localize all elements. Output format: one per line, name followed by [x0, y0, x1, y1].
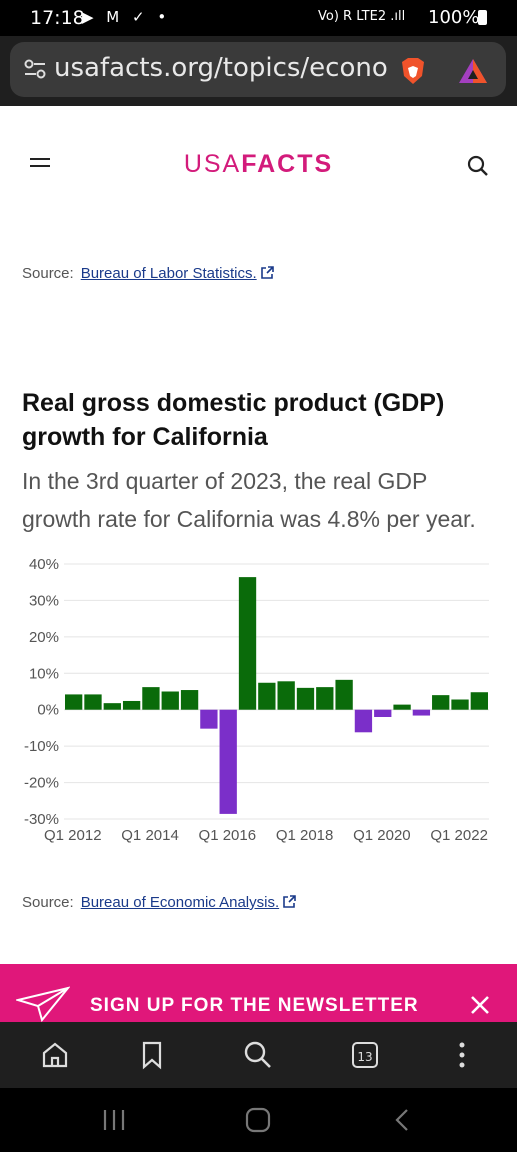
- site-header: USAFACTS: [0, 106, 517, 226]
- source-label: Source:: [22, 265, 74, 282]
- bar[interactable]: [354, 709, 373, 733]
- chart-title: Real gross domestic product (GDP) growth…: [22, 389, 445, 451]
- back-icon[interactable]: [388, 1106, 418, 1134]
- signal-icons: Vo) R LTE2 .ıll: [318, 9, 406, 24]
- y-tick-label: 10%: [29, 665, 59, 682]
- x-tick-label: Q1 2014: [121, 827, 179, 844]
- brave-shields-icon[interactable]: [398, 56, 428, 86]
- bar[interactable]: [374, 709, 392, 717]
- paper-plane-icon: [16, 986, 70, 1022]
- y-tick-label: -10%: [24, 738, 59, 755]
- y-tick-label: 30%: [29, 592, 59, 609]
- source-link-bls[interactable]: Bureau of Labor Statistics.: [80, 265, 257, 282]
- newsletter-banner[interactable]: SIGN UP FOR THE NEWSLETTER: [0, 964, 517, 1024]
- browser-url-bar: usafacts.org/topics/econo: [0, 36, 517, 106]
- chart-subtitle: In the 3rd quarter of 2023, the real GDP…: [22, 468, 476, 532]
- bookmark-icon[interactable]: [137, 1040, 167, 1070]
- search-icon[interactable]: [243, 1040, 273, 1070]
- y-tick-label: -30%: [24, 811, 59, 828]
- bar[interactable]: [296, 687, 315, 710]
- search-icon[interactable]: [466, 154, 490, 178]
- y-tick-label: 0%: [37, 702, 59, 719]
- bar[interactable]: [451, 699, 469, 710]
- battery-icon: [478, 10, 487, 25]
- x-tick-label: Q1 2022: [430, 827, 488, 844]
- address-box[interactable]: usafacts.org/topics/econo: [10, 42, 506, 97]
- bar[interactable]: [432, 695, 450, 710]
- x-tick-label: Q1 2018: [276, 827, 334, 844]
- home-icon[interactable]: [40, 1040, 70, 1070]
- tab-switcher-button[interactable]: 13: [352, 1042, 378, 1068]
- brave-rewards-icon[interactable]: [458, 58, 488, 84]
- bar[interactable]: [65, 694, 83, 710]
- x-tick-label: Q1 2020: [353, 827, 411, 844]
- site-settings-icon[interactable]: [24, 59, 46, 79]
- bar[interactable]: [142, 687, 160, 710]
- system-nav-bar: [0, 1088, 517, 1152]
- bar[interactable]: [412, 709, 431, 716]
- source-label: Source:: [22, 894, 74, 911]
- bar[interactable]: [393, 704, 411, 710]
- close-icon[interactable]: [469, 994, 491, 1016]
- source-line-top: Source: Bureau of Labor Statistics.: [22, 265, 274, 282]
- newsletter-label[interactable]: SIGN UP FOR THE NEWSLETTER: [90, 995, 419, 1016]
- bar[interactable]: [335, 679, 353, 710]
- recent-apps-icon[interactable]: [99, 1106, 129, 1134]
- browser-toolbar: [0, 1022, 517, 1088]
- menu-icon[interactable]: [30, 158, 50, 172]
- y-tick-label: 40%: [29, 556, 59, 573]
- external-link-icon[interactable]: [283, 895, 296, 908]
- notification-icons: ▶ M ✓ •: [82, 8, 171, 26]
- bar[interactable]: [200, 709, 218, 729]
- source-line-bottom: Source: Bureau of Economic Analysis.: [22, 894, 296, 911]
- bar[interactable]: [161, 691, 179, 710]
- status-time: 17:18: [30, 7, 85, 29]
- bar[interactable]: [84, 694, 102, 710]
- bar[interactable]: [219, 709, 237, 814]
- source-link-bea[interactable]: Bureau of Economic Analysis.: [80, 894, 280, 911]
- y-tick-label: 20%: [29, 629, 59, 646]
- bar[interactable]: [470, 692, 488, 710]
- battery-level: 100%: [428, 7, 480, 28]
- status-bar: 17:18 ▶ M ✓ • Vo) R LTE2 .ıll 100%: [0, 0, 517, 36]
- bar[interactable]: [277, 681, 295, 710]
- usafacts-logo[interactable]: USAFACTS: [0, 150, 517, 179]
- bar[interactable]: [316, 687, 334, 710]
- url-text[interactable]: usafacts.org/topics/econo: [54, 53, 388, 83]
- bar[interactable]: [180, 690, 199, 710]
- logo-bold: FACTS: [241, 150, 334, 178]
- x-tick-label: Q1 2016: [199, 827, 257, 844]
- bar[interactable]: [238, 577, 257, 710]
- y-tick-label: -20%: [24, 775, 59, 792]
- bar[interactable]: [122, 700, 141, 710]
- bar[interactable]: [258, 682, 276, 710]
- external-link-icon[interactable]: [260, 266, 274, 279]
- logo-light: USA: [183, 150, 242, 178]
- more-options-icon[interactable]: [447, 1040, 477, 1070]
- x-tick-label: Q1 2012: [44, 827, 102, 844]
- home-nav-icon[interactable]: [243, 1106, 273, 1134]
- bar[interactable]: [103, 703, 121, 710]
- gdp-growth-chart: 40% 30% 20% 10% 0% -10% -20% -30%Q1 2012 Q1 2014…: [24, 556, 489, 844]
